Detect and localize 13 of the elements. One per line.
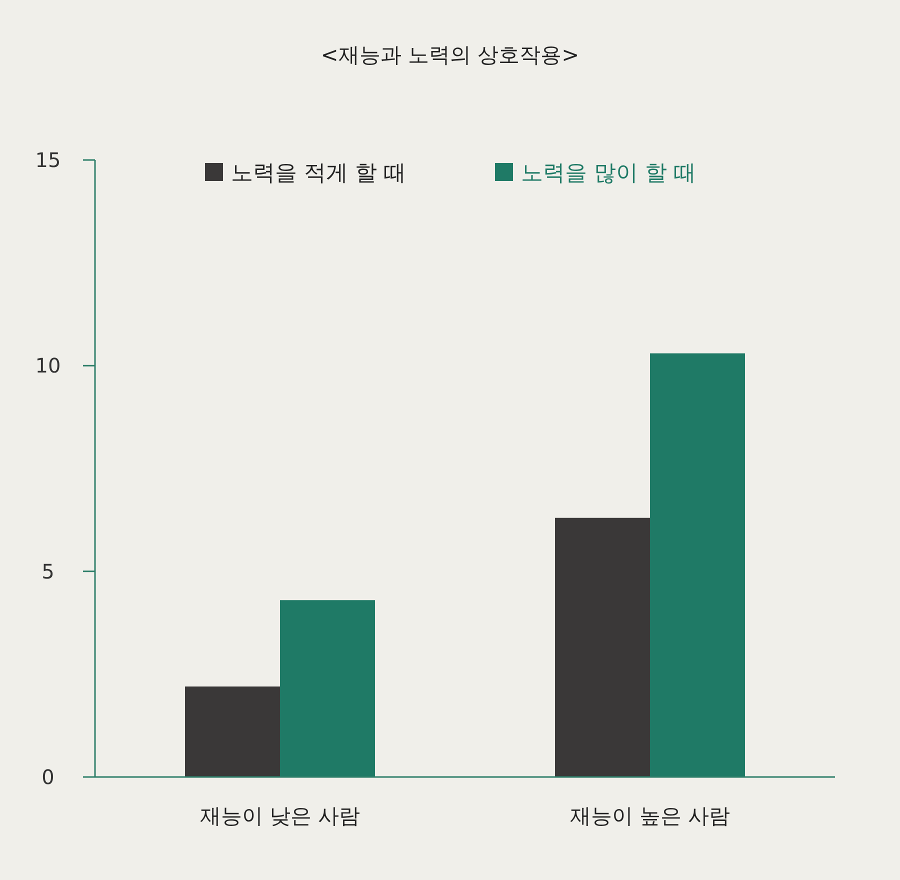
y-tick-label: 15: [35, 148, 61, 172]
legend-label: 노력을 적게 할 때: [231, 161, 406, 186]
y-tick-label: 10: [35, 354, 61, 378]
bar: [555, 518, 650, 777]
legend-label: 노력을 많이 할 때: [521, 161, 696, 186]
y-tick-label: 0: [42, 765, 54, 789]
bar: [185, 686, 280, 777]
x-tick-label: 재능이 높은 사람: [570, 804, 730, 828]
y-tick-label: 5: [42, 559, 54, 584]
bar: [650, 353, 745, 777]
bar: [280, 600, 375, 777]
chart-title: <재능과 노력의 상호작용>: [320, 43, 580, 67]
x-tick-label: 재능이 낮은 사람: [200, 804, 360, 828]
